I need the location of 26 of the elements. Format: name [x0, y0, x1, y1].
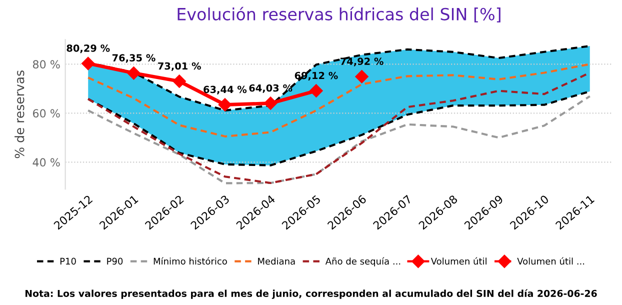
legend-label: Mediana [258, 258, 295, 265]
y-tick-label: 40 % [32, 158, 60, 167]
y-tick-label: 60 % [33, 109, 60, 118]
data-label: 80,29 % [66, 44, 110, 54]
point [310, 84, 323, 98]
data-label: 76,35 % [112, 54, 156, 63]
legend-label: Mínimo histórico [154, 257, 227, 265]
point [82, 56, 95, 70]
point [218, 98, 232, 112]
data-label: 74,92 % [340, 58, 384, 66]
legend-label: Volumen útil ... [517, 257, 584, 265]
data-label: 73,01 % [158, 62, 201, 71]
legend-label: P10 [60, 258, 76, 265]
y-tick-label: 80 % [32, 60, 60, 69]
data-label: 63,44 % [204, 86, 247, 94]
text: Nota: Los valores presentados para el mes de junio, corresponden al acumulado del SIN del día 2026-06-26 [26, 289, 597, 299]
point [355, 70, 368, 84]
line-series [87, 95, 591, 184]
legend-label: Volumen útil [430, 257, 486, 265]
y-axis-title: % de reservas [14, 70, 24, 158]
chart-title: Evolución reservas hídricas del SIN [%] [178, 6, 500, 22]
legend-label: Año de sequía ... [325, 257, 400, 266]
point [172, 74, 186, 88]
point [127, 66, 140, 80]
legend-label: P90 [107, 258, 123, 265]
point [264, 96, 278, 110]
